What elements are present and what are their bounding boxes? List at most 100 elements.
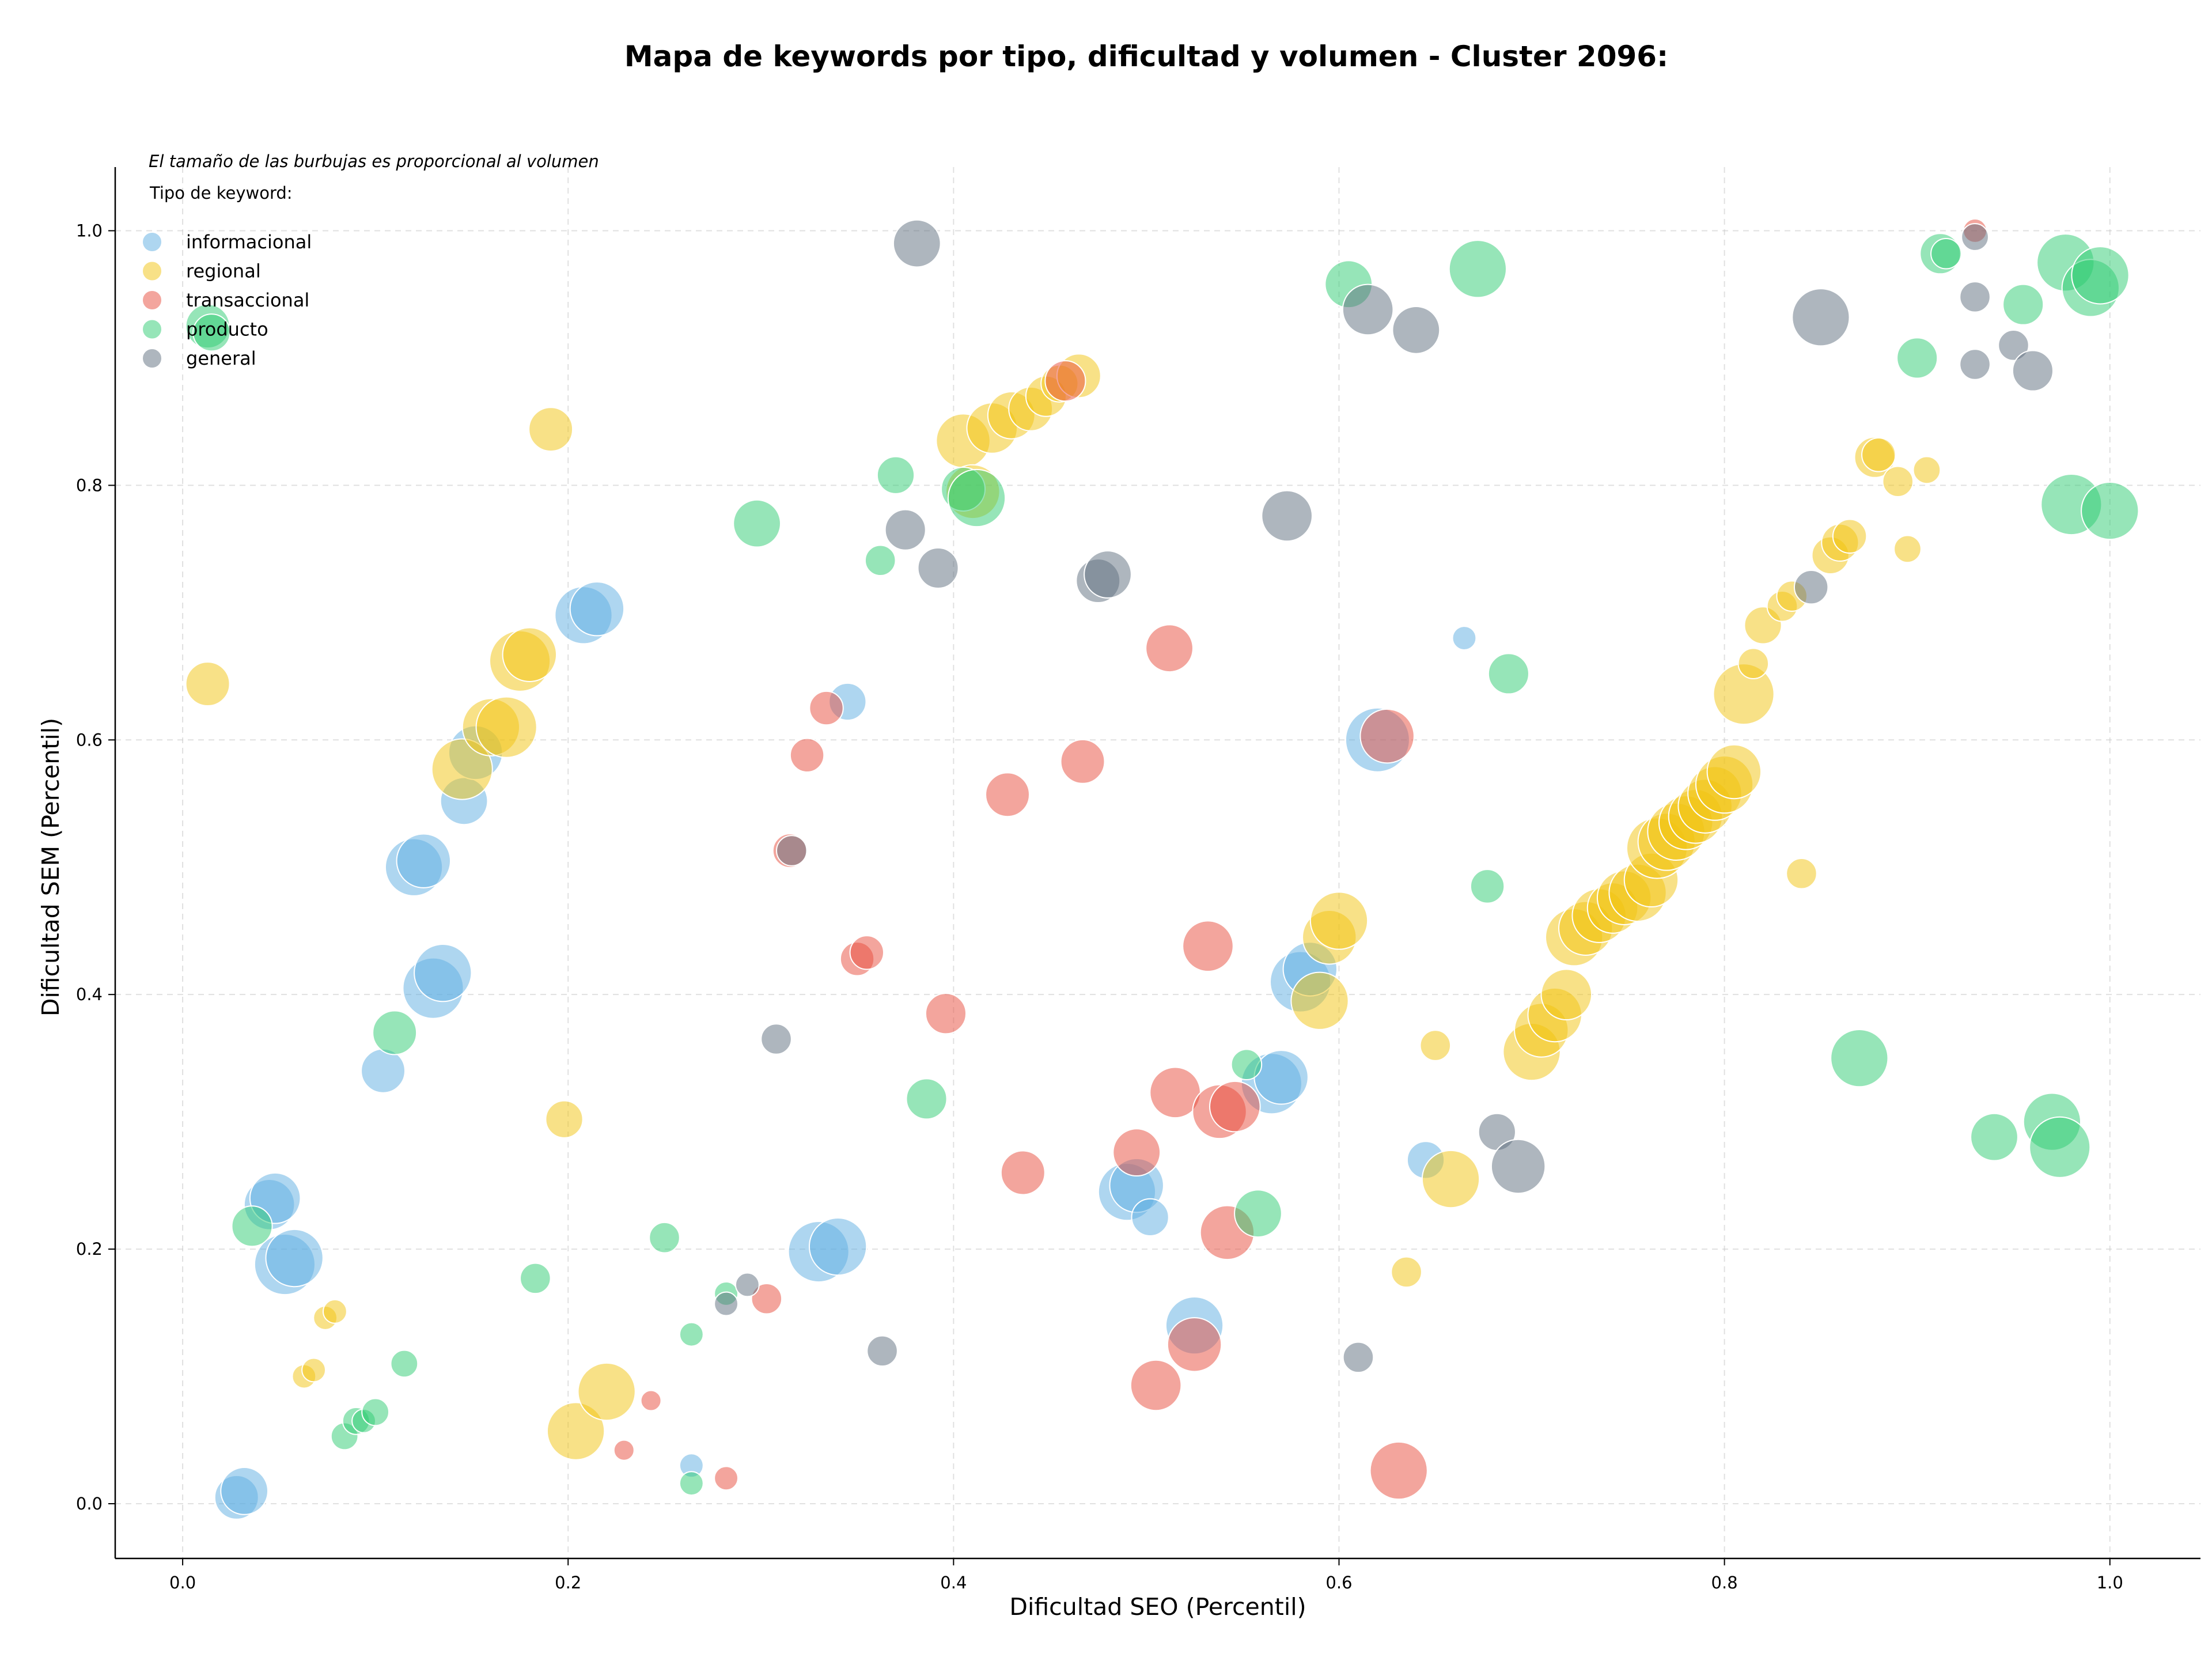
bubble-general: [1490, 1138, 1546, 1194]
chart-title: Mapa de keywords por tipo, dificultad y …: [624, 40, 1668, 73]
bubble-regional: [546, 1402, 605, 1461]
bubble-producto: [1487, 653, 1529, 695]
x-tick-label: 0.6: [1325, 1573, 1352, 1592]
bubble-producto: [361, 1398, 390, 1427]
bubble-regional: [1309, 891, 1369, 950]
legend-label-general: general: [186, 347, 256, 369]
x-tick-label: 0.4: [940, 1573, 967, 1592]
legend-marker-producto: [142, 319, 162, 340]
bubble-general: [1084, 550, 1132, 599]
bubble-size-annotation: El tamaño de las burbujas es proporciona…: [149, 152, 599, 171]
bubble-regional: [1540, 968, 1593, 1020]
x-tick-label: 0.2: [555, 1573, 581, 1592]
y-tick-label: 1.0: [76, 221, 103, 240]
bubble-regional: [1290, 971, 1349, 1030]
bubble-producto: [1448, 240, 1508, 298]
bubble-informacional: [396, 833, 452, 888]
legend-label-producto: producto: [186, 319, 268, 340]
legend-marker-transaccional: [142, 290, 162, 311]
bubble-producto: [2029, 1116, 2091, 1178]
bubble-general: [892, 219, 941, 268]
bubble-regional: [185, 661, 230, 707]
bubble-informacional: [414, 943, 472, 1002]
bubble-general: [1961, 223, 1989, 251]
bubble-informacional: [361, 1048, 406, 1094]
y-tick-label: 0.6: [76, 730, 103, 750]
bubble-transaccional: [1166, 1317, 1222, 1372]
bubble-transaccional: [1000, 1150, 1046, 1195]
bubble-informacional: [1452, 626, 1477, 650]
bubble-general: [1261, 490, 1313, 542]
bubble-producto: [876, 456, 915, 494]
bubble-regional: [502, 627, 558, 682]
y-tick-label: 0.0: [76, 1494, 103, 1514]
bubble-producto: [679, 1471, 704, 1496]
bubble-general: [2012, 350, 2054, 392]
bubble-regional: [1882, 466, 1914, 498]
legend-marker-general: [142, 348, 162, 369]
bubble-informacional: [808, 1217, 868, 1276]
bubble-general: [866, 1335, 898, 1367]
bubble-regional: [322, 1299, 347, 1324]
bubble-producto: [1234, 1189, 1282, 1238]
bubble-producto: [2002, 283, 2044, 326]
bubble-general: [776, 835, 808, 867]
bubble-general: [1959, 349, 1991, 380]
x-tick-label: 1.0: [2097, 1573, 2123, 1592]
axes: [114, 167, 2200, 1560]
y-tick-label: 0.4: [76, 985, 103, 1004]
bubble-producto: [1896, 337, 1938, 379]
bubble-informacional: [220, 1467, 269, 1515]
bubble-transaccional: [1182, 920, 1234, 973]
bubble-producto: [390, 1349, 419, 1378]
bubble-producto: [231, 1205, 273, 1247]
bubble-producto: [679, 1322, 704, 1347]
bubble-informacional: [569, 581, 625, 637]
bubble-transaccional: [751, 1282, 783, 1315]
bubble-general: [917, 547, 959, 589]
bubble-transaccional: [849, 935, 885, 970]
bubble-transaccional: [1209, 1080, 1261, 1133]
bubble-regional: [528, 407, 574, 452]
bubble-regional: [475, 696, 537, 758]
bubble-transaccional: [985, 772, 1030, 818]
bubble-transaccional: [1044, 360, 1086, 402]
x-tick-label: 0.8: [1711, 1573, 1738, 1592]
bubble-producto: [192, 313, 231, 352]
bubble-transaccional: [1369, 1441, 1428, 1500]
bubble-general: [1392, 305, 1441, 354]
bubble-producto: [1830, 1029, 1889, 1088]
bubble-regional: [577, 1362, 636, 1421]
bubble-general: [714, 1291, 739, 1316]
bubble-transaccional: [613, 1439, 635, 1461]
bubble-regional: [1706, 744, 1762, 800]
bubble-regional: [1419, 1030, 1452, 1061]
ticks: 0.0 0.2 0.4 0.6 0.8 1.0 0.0 0.2 0.4 0.6 0.8 1.0: [76, 221, 2123, 1592]
bubble-transaccional: [1145, 624, 1194, 673]
bubble-informacional: [1253, 1050, 1309, 1105]
bubble-producto: [372, 1010, 418, 1055]
bubble-general: [1998, 330, 2029, 361]
bubble-general: [1793, 569, 1829, 605]
bubble-general: [1791, 288, 1850, 347]
bubble-producto: [520, 1262, 551, 1295]
bubble-informacional: [1131, 1198, 1169, 1236]
bubble-general: [734, 1272, 760, 1297]
bubble-transaccional: [1112, 1128, 1161, 1177]
bubble-regional: [1421, 1149, 1480, 1209]
bubble-regional: [1912, 456, 1941, 485]
bubble-transaccional: [789, 737, 825, 773]
bubble-producto: [2071, 246, 2130, 305]
legend-marker-regional: [142, 260, 162, 282]
bubble-regional: [1861, 437, 1896, 472]
bubble-general: [1959, 281, 1991, 313]
bubble-producto: [733, 499, 781, 548]
bubble-regional: [545, 1100, 584, 1138]
bubble-transaccional: [1130, 1359, 1182, 1412]
bubble-general: [884, 509, 926, 551]
bubble-general: [1342, 1341, 1374, 1374]
bubble-transaccional: [1359, 708, 1415, 764]
x-axis-label: Dificultad SEO (Percentil): [1009, 1593, 1306, 1621]
